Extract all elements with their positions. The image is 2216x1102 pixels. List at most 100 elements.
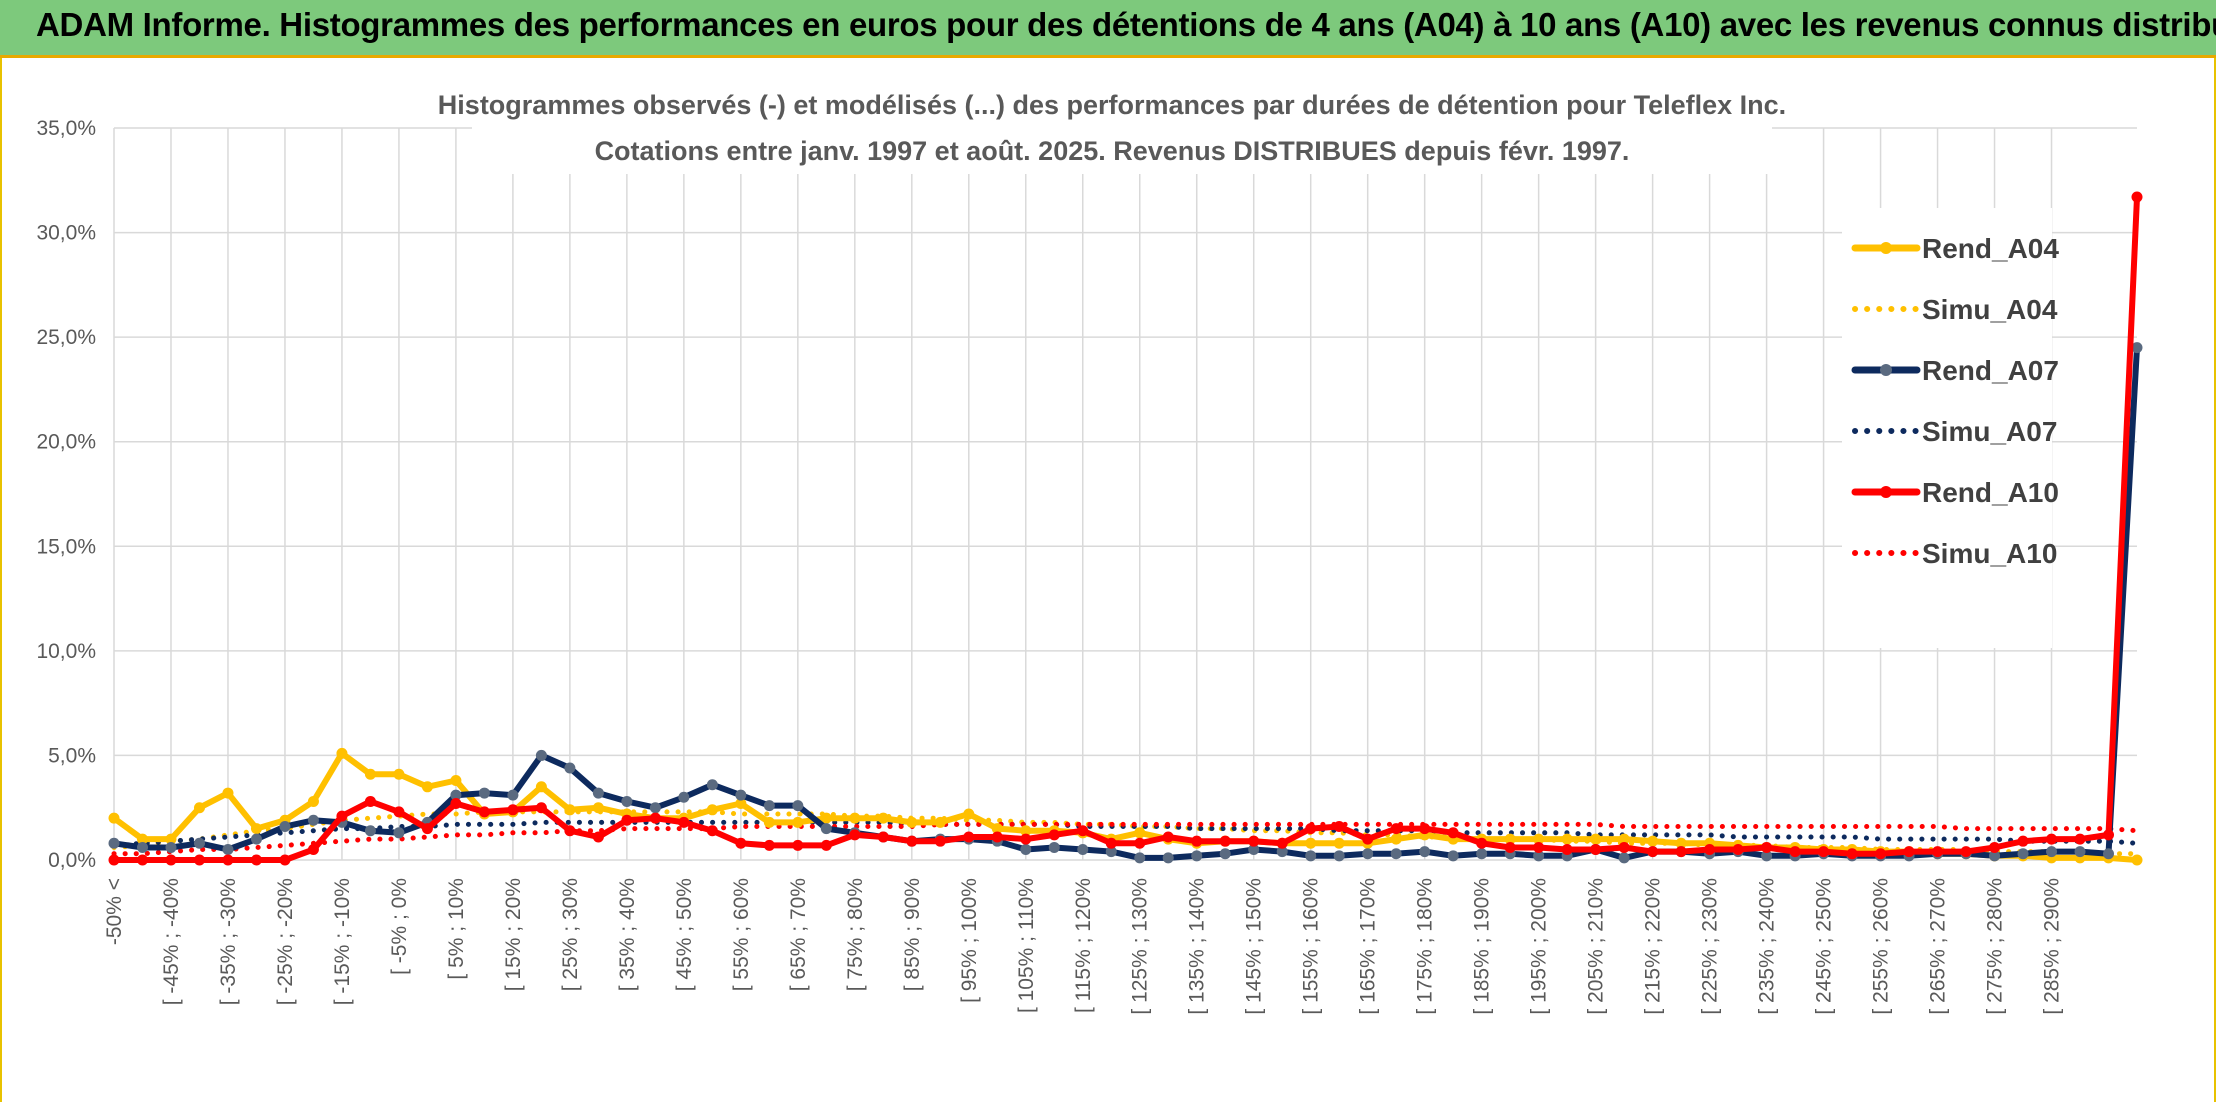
point-Rend_A04 (564, 804, 576, 816)
point-Rend_A10 (592, 831, 604, 843)
point-Rend_A04 (2131, 854, 2143, 866)
point-Rend_A04 (763, 816, 775, 828)
point-Rend_A07 (621, 795, 633, 807)
x-tick-label: -50% < (103, 878, 126, 945)
point-Rend_A10 (450, 798, 462, 810)
point-Rend_A07 (1134, 852, 1146, 864)
series-line-Rend_A10 (111, 194, 2140, 863)
point-Rend_A04 (1590, 833, 1602, 845)
point-Rend_A04 (222, 787, 234, 799)
point-Rend_A07 (1333, 850, 1345, 862)
point-Rend_A04 (307, 795, 319, 807)
point-Rend_A10 (1761, 841, 1773, 853)
x-tick-label: [ 205% ; 210% (1585, 878, 1608, 1015)
point-Rend_A10 (1048, 829, 1060, 841)
title-background (472, 84, 1772, 174)
point-Rend_A10 (1989, 841, 2001, 853)
point-Rend_A07 (1162, 852, 1174, 864)
point-Rend_A04 (393, 768, 405, 780)
histogram-chart: 0,0% 5,0% 10,0% 15,0% 20,0% 25,0% 30,0% 35,0% -… (36, 84, 2143, 1015)
point-Rend_A10 (1419, 823, 1431, 835)
chart-frame: 0,0% 5,0% 10,0% 15,0% 20,0% 25,0% 30,0% 35,0% -… (0, 58, 2216, 1102)
x-tick-label: [ 115% ; 120% (1072, 878, 1095, 1013)
x-tick-label: [ 225% ; 230% (1699, 878, 1722, 1015)
point-Rend_A10 (2131, 191, 2143, 203)
y-tick-label: 15,0% (36, 535, 96, 558)
x-tick-label: [ 215% ; 220% (1642, 878, 1665, 1015)
point-Rend_A10 (478, 806, 490, 818)
point-Rend_A10 (1875, 848, 1887, 860)
point-Rend_A04 (963, 808, 975, 820)
series-line-Simu_A10 (111, 821, 2140, 857)
point-Rend_A04 (136, 833, 148, 845)
x-tick-label: [ 95% ; 100% (958, 878, 981, 1003)
point-Rend_A07 (1191, 850, 1203, 862)
point-Rend_A07 (1419, 846, 1431, 858)
point-Rend_A07 (478, 787, 490, 799)
point-Rend_A10 (364, 795, 376, 807)
point-Rend_A07 (364, 825, 376, 837)
point-Rend_A10 (963, 831, 975, 843)
legend: Rend_A04 Simu_A04 Rend_A07 Simu_A07 Rend_A10… (1851, 233, 2059, 569)
point-Rend_A10 (1675, 846, 1687, 858)
point-Rend_A10 (2103, 829, 2115, 841)
point-Rend_A10 (393, 806, 405, 818)
x-tick-label: [ 5% ; 10% (445, 878, 468, 980)
point-Rend_A10 (763, 839, 775, 851)
point-Rend_A10 (136, 854, 148, 866)
chart-subtitle: Cotations entre janv. 1997 et août. 2025… (595, 136, 1630, 166)
point-Rend_A07 (678, 791, 690, 803)
point-Rend_A07 (1989, 850, 2001, 862)
point-Rend_A07 (1219, 848, 1231, 860)
point-Rend_A07 (1105, 846, 1117, 858)
y-tick-label: 25,0% (36, 326, 96, 349)
point-Rend_A10 (1590, 844, 1602, 856)
x-tick-label: [ 175% ; 180% (1414, 878, 1437, 1015)
legend-label: Simu_A10 (1922, 538, 2057, 569)
point-Rend_A10 (906, 835, 918, 847)
x-tick-label: [ 75% ; 80% (844, 878, 867, 991)
point-Rend_A10 (250, 854, 262, 866)
point-Rend_A10 (108, 854, 120, 866)
point-Rend_A04 (934, 816, 946, 828)
point-Rend_A07 (1761, 850, 1773, 862)
point-Rend_A07 (1020, 844, 1032, 856)
y-tick-label: 10,0% (36, 640, 96, 663)
point-Rend_A04 (193, 802, 205, 814)
x-tick-label: [ 25% ; 30% (559, 878, 582, 991)
point-Rend_A07 (1248, 844, 1260, 856)
point-Rend_A10 (678, 816, 690, 828)
x-tick-label: [ 165% ; 170% (1357, 878, 1380, 1015)
x-tick-label: [ 105% ; 110% (1015, 878, 1038, 1013)
point-Rend_A07 (1362, 848, 1374, 860)
legend-background (1842, 208, 2052, 648)
point-Rend_A04 (877, 812, 889, 824)
x-tick-label: [ 35% ; 40% (616, 878, 639, 991)
point-Rend_A10 (1732, 844, 1744, 856)
point-Rend_A04 (1020, 825, 1032, 837)
point-Rend_A04 (165, 833, 177, 845)
point-Rend_A10 (279, 854, 291, 866)
point-Rend_A10 (1561, 844, 1573, 856)
point-Rend_A07 (222, 844, 234, 856)
point-Rend_A07 (136, 841, 148, 853)
x-tick-label: [ 85% ; 90% (901, 878, 924, 991)
chart-title: Histogrammes observés (-) et modélisés (… (438, 90, 1786, 120)
point-Rend_A04 (535, 781, 547, 793)
point-Rend_A10 (735, 837, 747, 849)
point-Rend_A04 (1134, 827, 1146, 839)
x-tick-label: [ 15% ; 20% (502, 878, 525, 991)
point-Rend_A10 (2017, 835, 2029, 847)
point-Rend_A10 (1533, 841, 1545, 853)
point-Rend_A10 (1846, 848, 1858, 860)
series-lines (108, 191, 2143, 866)
point-Rend_A10 (1162, 831, 1174, 843)
point-Rend_A10 (1134, 837, 1146, 849)
x-tick-label: [ -5% ; 0% (388, 878, 411, 975)
point-Rend_A04 (1533, 833, 1545, 845)
point-Rend_A07 (735, 789, 747, 801)
point-Rend_A07 (507, 789, 519, 801)
y-tick-label: 30,0% (36, 222, 96, 245)
point-Rend_A10 (934, 835, 946, 847)
point-Rend_A07 (165, 841, 177, 853)
